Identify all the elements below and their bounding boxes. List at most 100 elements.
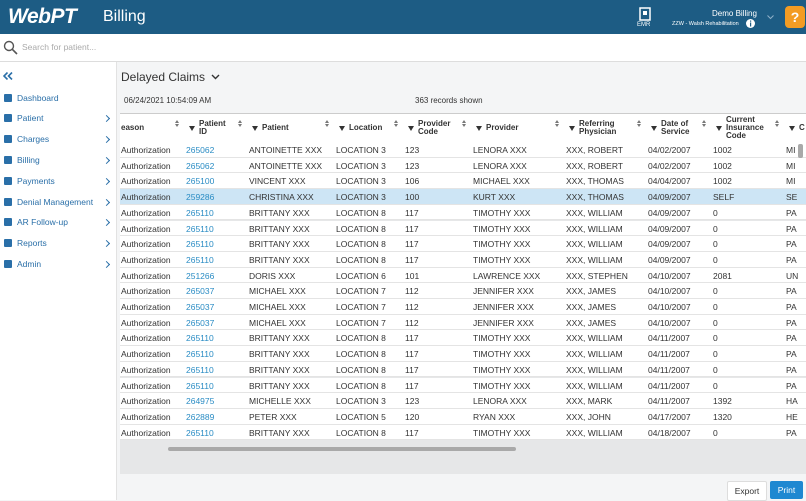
table-row[interactable]: Authorization 259286 CHRISTINA XXX LOCATION… [120,189,806,205]
patient-id-link[interactable]: 265110 [186,427,214,438]
column-header[interactable]: Patient ID [183,114,246,142]
patient-id-link[interactable]: 265110 [186,223,214,234]
nav-item[interactable]: Reports [17,238,47,248]
patient-id-link[interactable]: 265110 [186,349,214,360]
column-header[interactable]: C [783,114,806,142]
table-row[interactable]: Authorization 265110 BRITTANY XXX LOCATION … [120,204,806,221]
column-header[interactable]: Date of Service [645,114,710,142]
column-title[interactable]: Patient [262,123,289,132]
column-header[interactable]: Patient [246,114,333,142]
nav-item[interactable]: Admin [17,259,42,269]
sort-icon[interactable] [175,120,179,127]
table-row[interactable]: Authorization 251266 DORIS XXX LOCATION 6 10… [120,267,806,284]
column-header[interactable]: Current Insurance Code [710,114,783,142]
sort-icon[interactable] [238,120,242,127]
table-row[interactable]: Authorization 265037 MICHAEL XXX LOCATION 7… [120,283,806,299]
table-row[interactable]: Authorization 264975 MICHELLE XXX LOCATION … [120,393,806,409]
table-row[interactable]: Authorization 265110 BRITTANY XXX LOCATION … [120,361,806,378]
filter-icon[interactable] [189,125,195,131]
column-title[interactable]: Referring Physician [579,119,617,136]
logo[interactable]: WebPT [8,5,77,28]
table-row[interactable]: Authorization 265110 BRITTANY XXX LOCATION … [120,424,806,441]
filter-icon[interactable] [569,125,575,131]
column-header[interactable]: Provider [470,114,563,142]
patient-id-link[interactable]: 265110 [186,333,214,344]
patient-id-link[interactable]: 265037 [186,286,215,297]
sort-icon[interactable] [394,120,398,127]
patient-id-link[interactable]: 264975 [186,396,215,407]
column-header[interactable]: Location [333,114,402,142]
nav-item[interactable]: Patient [17,113,44,123]
patient-id-link[interactable]: 265110 [186,239,214,250]
column-title[interactable]: Date of Service [661,119,690,136]
column-title[interactable]: Provider [486,123,519,132]
table-row[interactable]: Authorization 265062 ANTOINETTE XXX LOCATIO… [120,142,806,158]
search-bar[interactable] [0,34,806,62]
table-row[interactable]: Authorization 265110 BRITTANY XXX LOCATION … [120,251,806,268]
patient-id-link[interactable]: 265100 [186,176,215,187]
table-row[interactable]: Authorization 265110 BRITTANY XXX LOCATION … [120,220,806,237]
table-row[interactable]: Authorization 262889 PETER XXX LOCATION 5 12… [120,408,806,425]
patient-id-link[interactable]: 265110 [186,380,214,391]
patient-id-link[interactable]: 259286 [186,192,215,203]
table-row[interactable]: Authorization 265100 VINCENT XXX LOCATION 3… [120,173,806,190]
patient-id-link[interactable]: 262889 [186,411,215,422]
title-dropdown[interactable] [211,74,220,80]
filter-icon[interactable] [476,125,482,131]
nav-item[interactable]: Billing [17,155,40,165]
sort-icon[interactable] [775,120,779,127]
column-header[interactable]: eason [120,114,183,142]
filter-icon[interactable] [408,125,414,131]
nav-item[interactable]: Charges [17,134,50,144]
nav-item[interactable]: Payments [17,176,55,186]
table-row[interactable]: Authorization 265062 ANTOINETTE XXX LOCATIO… [120,157,806,174]
nav-item[interactable]: Denial Management [17,197,94,207]
table-row[interactable]: Authorization 265110 BRITTANY XXX LOCATION … [120,236,806,252]
patient-id-link[interactable]: 265110 [186,207,214,218]
filter-icon[interactable] [339,125,345,131]
filter-icon[interactable] [789,125,795,131]
filter-icon[interactable] [716,125,722,131]
search-placeholder[interactable]: Search for patient... [22,42,97,52]
filter-icon[interactable] [651,125,657,131]
patient-id-link[interactable]: 251266 [186,270,215,281]
patient-id-link[interactable]: 265037 [186,302,215,312]
user-name[interactable]: Demo Billing [712,9,757,18]
table-row[interactable]: Authorization 265110 BRITTANY XXX LOCATION … [120,346,806,362]
patient-id-link[interactable]: 265062 [186,160,215,171]
nav-item[interactable]: AR Follow-up [17,217,69,227]
table-row[interactable]: Authorization 265037 MICHAEL XXX LOCATION 7… [120,314,806,331]
table-row[interactable]: Authorization 265110 BRITTANY XXX LOCATION … [120,330,806,347]
info-icon[interactable] [746,19,755,28]
print-button[interactable]: Print [770,481,803,499]
sort-icon[interactable] [637,120,641,127]
sort-icon[interactable] [462,120,466,127]
patient-id-link[interactable]: 265037 [186,317,215,328]
column-title[interactable]: eason [121,123,145,132]
help-button[interactable]: ? [785,6,805,28]
column-header[interactable]: Provider Code [402,114,470,142]
column-title[interactable]: C [799,123,805,132]
nav-item[interactable]: Dashboard [17,93,59,103]
column-header[interactable]: Referring Physician [563,114,645,142]
user-dropdown[interactable] [767,15,774,20]
sort-icon[interactable] [702,120,706,127]
h-scrollbar[interactable] [168,447,516,451]
column-title[interactable]: Current Insurance Code [726,115,764,140]
table-row[interactable]: Authorization 265037 MICHAEL XXX LOCATION 7… [120,299,806,315]
patient-id-link[interactable]: 265110 [186,254,214,265]
emr-link[interactable]: EMR [637,22,651,28]
table-row[interactable]: Authorization 265110 BRITTANY XXX LOCATION … [120,377,806,394]
column-title[interactable]: Patient ID [199,119,226,136]
v-scrollbar[interactable] [798,144,803,158]
export-button[interactable]: Export [727,481,767,501]
page-title[interactable]: Delayed Claims [121,70,206,84]
patient-id-link[interactable]: 265110 [186,364,214,375]
column-title[interactable]: Provider Code [418,119,451,136]
collapse-icon[interactable] [3,72,13,80]
filter-icon[interactable] [252,125,258,131]
sort-icon[interactable] [325,120,329,127]
sort-icon[interactable] [555,120,559,127]
column-title[interactable]: Location [349,123,383,132]
patient-id-link[interactable]: 265062 [186,145,215,155]
